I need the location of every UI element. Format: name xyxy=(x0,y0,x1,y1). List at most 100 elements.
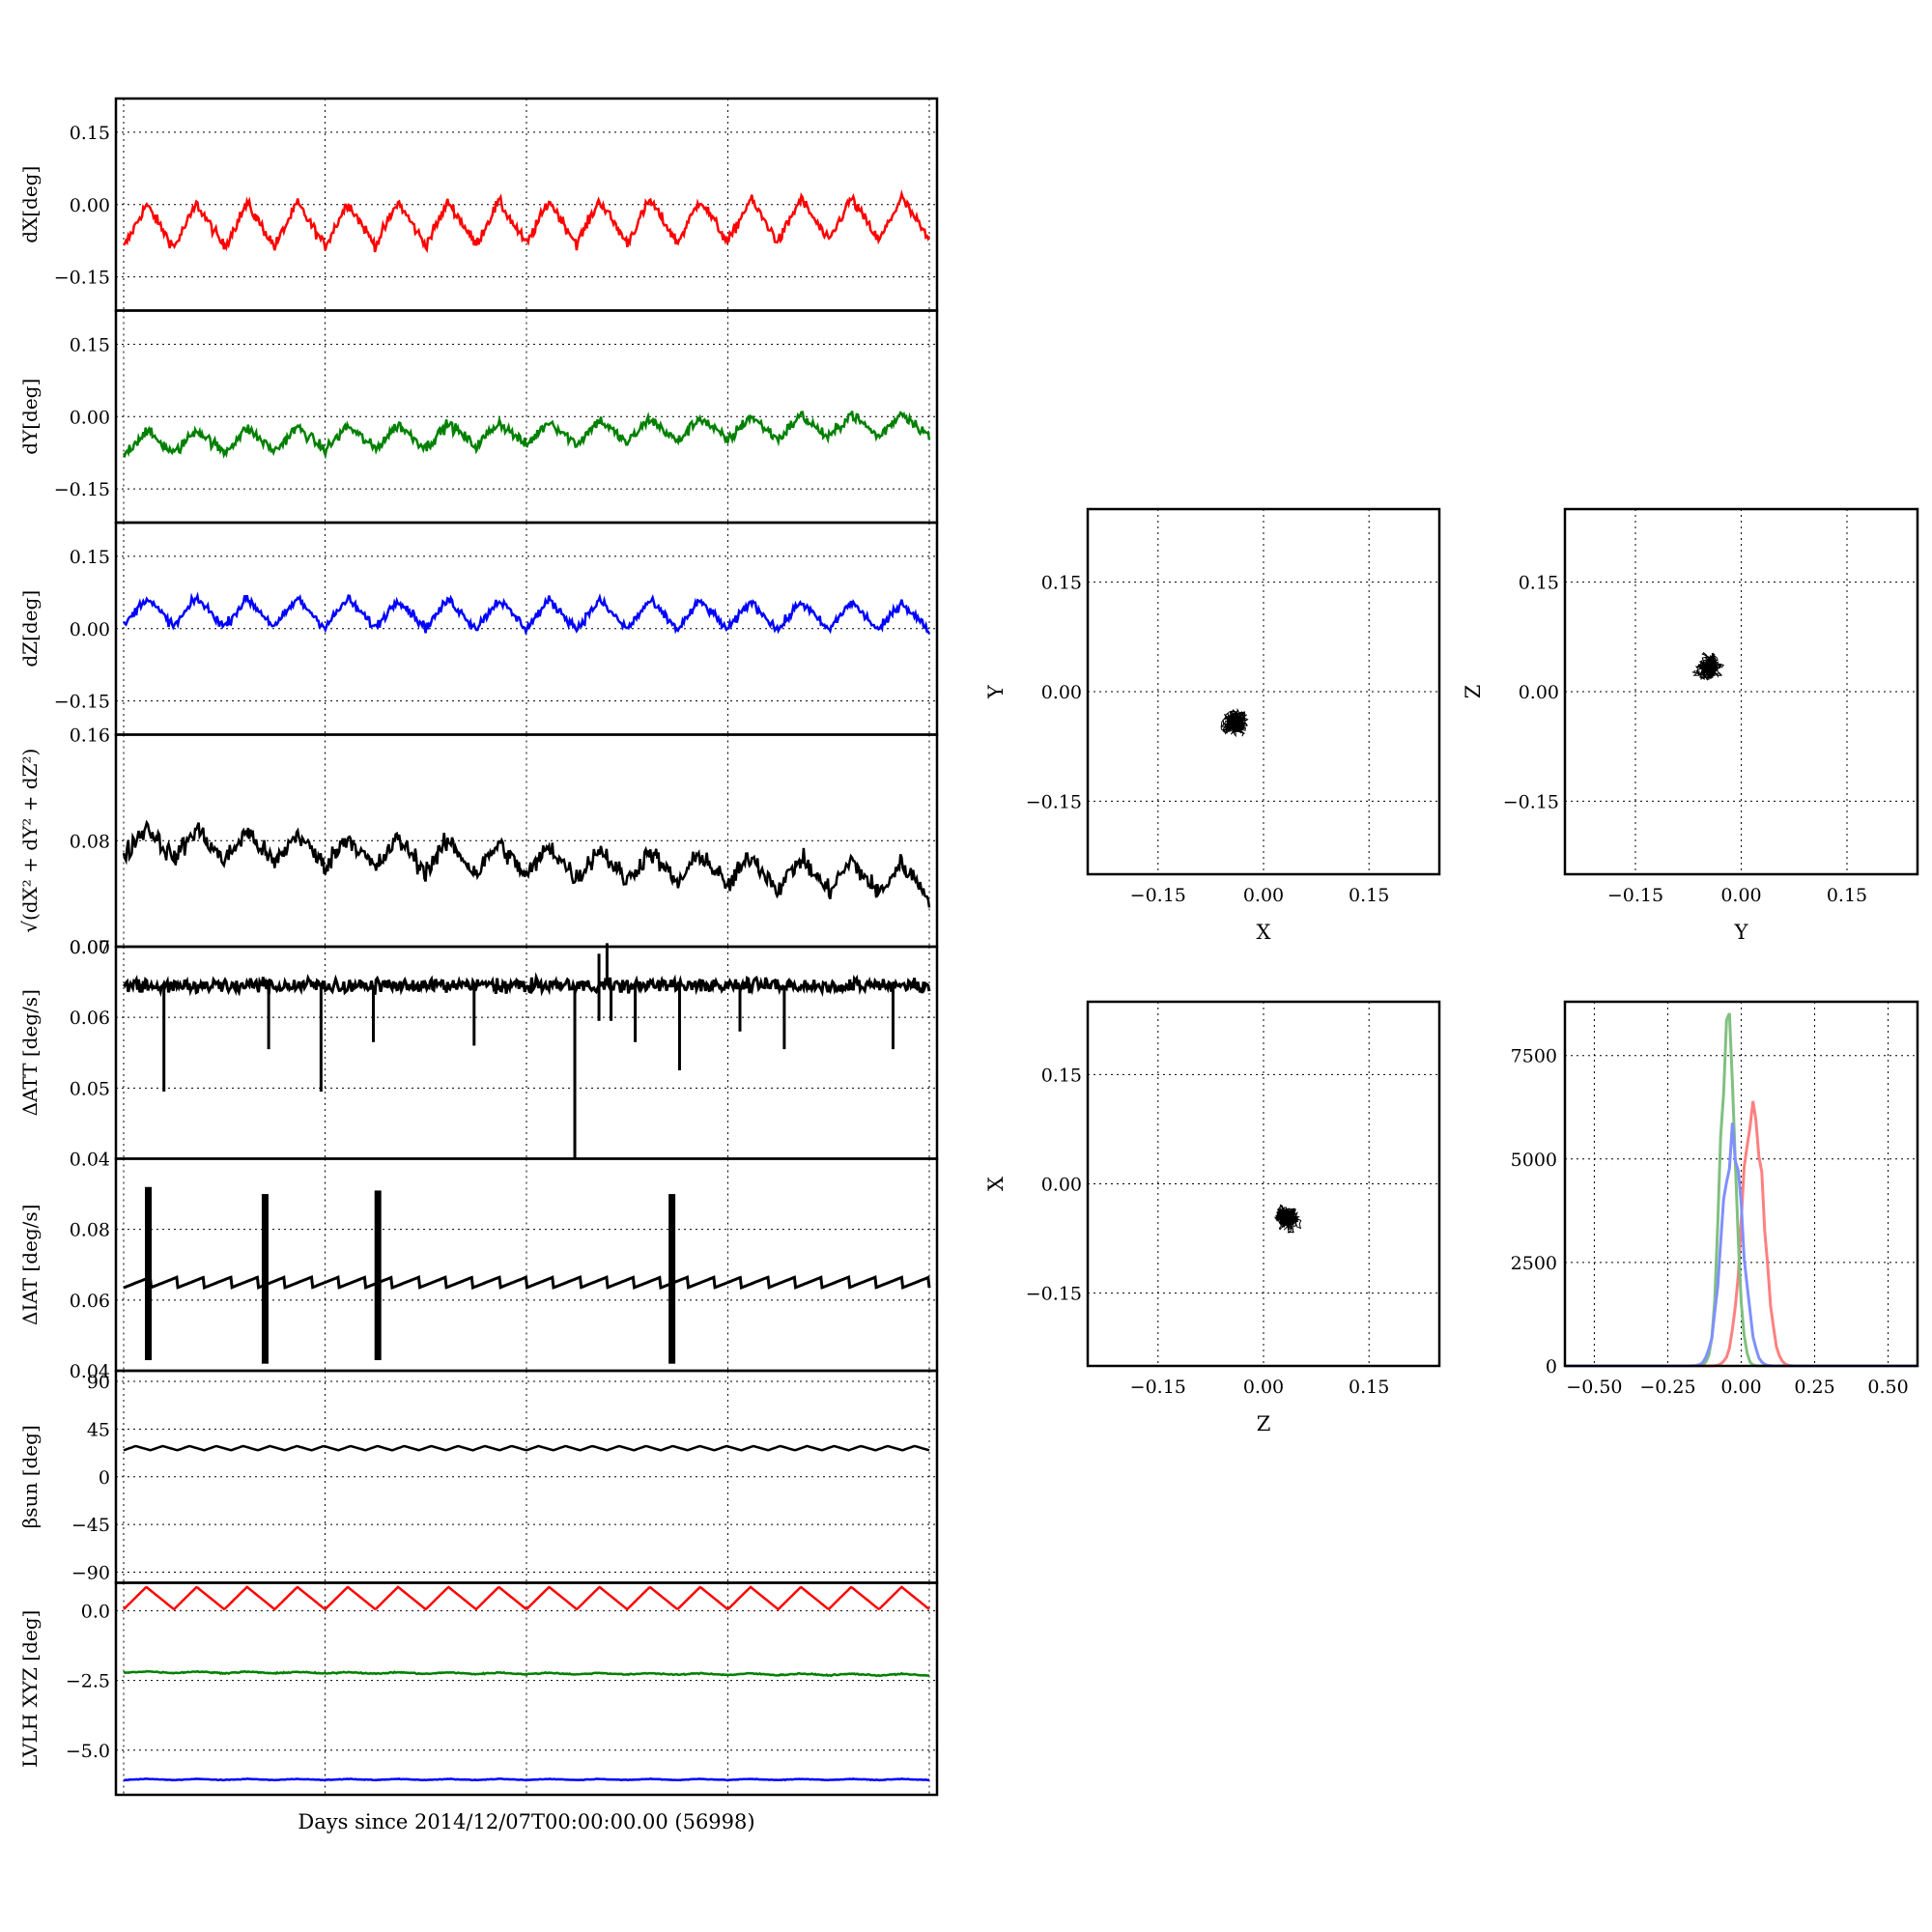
series-line-dZ-0 xyxy=(122,591,931,637)
ytick-label: 0.15 xyxy=(1041,573,1082,594)
ytick-label: 5000 xyxy=(1511,1150,1557,1171)
panel-scatZX: −0.15 −0.15 0.00 0.00 0.15 0.15 Z X xyxy=(984,1000,1441,1435)
ylabel-scatYZ: Z xyxy=(1462,685,1485,699)
ytick-label: −0.15 xyxy=(54,479,110,500)
xtick-label: −0.25 xyxy=(1639,1377,1695,1398)
xtick-label: 0.15 xyxy=(1827,885,1867,906)
ytick-label: 0.08 xyxy=(70,831,110,852)
ytick-label: 0.00 xyxy=(70,619,110,640)
ylabel-dATT: ΔATT [deg/s] xyxy=(18,989,42,1116)
panel-frame xyxy=(1563,507,1919,876)
ytick-label: −2.5 xyxy=(66,1671,110,1692)
panel-dATT: 0.04 0.05 0.06 0.07 ΔATT [deg/s] xyxy=(18,937,939,1171)
ytick-label: 0.16 xyxy=(70,725,110,747)
xtick-label: −0.50 xyxy=(1566,1377,1622,1398)
series-line-dIAT-0 xyxy=(123,1274,931,1291)
ytick-label: 45 xyxy=(87,1419,110,1440)
ytick-label: 0.15 xyxy=(1519,573,1559,594)
xlabel-scatYZ: Y xyxy=(1734,921,1749,944)
ytick-label: 0.07 xyxy=(70,937,110,958)
xlabel-scatZX: Z xyxy=(1257,1412,1271,1435)
ylabel-dX: dX[deg] xyxy=(18,166,42,243)
ylabel-beta: βsun [deg] xyxy=(18,1425,42,1528)
ytick-label: −5.0 xyxy=(66,1741,110,1762)
ytick-label: 0.00 xyxy=(1041,1175,1082,1196)
ytick-label: 90 xyxy=(87,1372,110,1393)
figure-panels: −0.150.000.15dX[deg]−0.150.000.15dY[deg]… xyxy=(18,97,1919,1797)
panel-dZ: −0.15 0.00 0.15 dZ[deg] xyxy=(18,521,939,736)
series-line-dATT-0 xyxy=(122,972,931,998)
ytick-label: 0.04 xyxy=(70,1361,110,1382)
xlabel-scatXY: X xyxy=(1257,921,1271,944)
xtick-label: −0.15 xyxy=(1130,1377,1186,1398)
xtick-label: 0.00 xyxy=(1720,885,1761,906)
panel-dR: 0.00 0.08 0.16 √(dX² + dY² + dZ²) xyxy=(18,725,939,958)
panel-beta: −90 −45 0 45 90 βsun [deg] xyxy=(18,1369,939,1584)
xtick-label: 0.15 xyxy=(1349,1377,1389,1398)
ylabel-dIAT: ΔIAT [deg/s] xyxy=(18,1205,42,1325)
ytick-label: −90 xyxy=(71,1563,110,1584)
ytick-label: 0.08 xyxy=(70,1220,110,1241)
panel-scatXY: −0.15 −0.15 0.00 0.00 0.15 0.15 X Y xyxy=(984,507,1441,944)
panel-hist: −0.50 −0.25 0.00 0.25 0.50 0 2500 5000 7500 xyxy=(1511,1000,1919,1398)
ytick-label: −45 xyxy=(71,1515,110,1536)
ytick-label: 0 xyxy=(99,1467,110,1489)
series-line-lvlh-2 xyxy=(123,1776,930,1782)
ytick-label: 0.00 xyxy=(1041,682,1082,703)
panel-scatYZ: −0.15 −0.15 0.00 0.00 0.15 0.15 Y Z xyxy=(1462,507,1919,944)
ylabel-scatXY: Y xyxy=(984,684,1008,699)
xtick-label: 0.00 xyxy=(1720,1377,1761,1398)
panel-lvlh: −5.0 −2.5 0.0 LVLH XYZ [deg] xyxy=(18,1581,939,1797)
xtick-label: 0.25 xyxy=(1794,1377,1834,1398)
ytick-label: 0.00 xyxy=(70,407,110,428)
xtick-label: 0.00 xyxy=(1243,885,1284,906)
series-line-lvlh-0 xyxy=(123,1585,930,1611)
ytick-label: 0.15 xyxy=(70,123,110,144)
ylabel-dR: √(dX² + dY² + dZ²) xyxy=(18,749,42,933)
panel-dIAT: 0.04 0.06 0.08 ΔIAT [deg/s] xyxy=(18,1157,939,1382)
ytick-label: 7500 xyxy=(1511,1046,1557,1067)
ytick-label: 0.00 xyxy=(70,195,110,216)
panel-frame xyxy=(1086,507,1441,876)
ytick-label: 0.15 xyxy=(70,547,110,568)
ylabel-lvlh: LVLH XYZ [deg] xyxy=(18,1610,42,1768)
series-line-dR-0 xyxy=(122,819,931,908)
series-line-dX-0 xyxy=(123,189,931,253)
scatter-trace-scatZX xyxy=(1273,1204,1302,1234)
ytick-label: 0.0 xyxy=(81,1601,110,1622)
ytick-label: −0.15 xyxy=(54,268,110,289)
ytick-label: 0.06 xyxy=(70,1291,110,1312)
ytick-label: 0.00 xyxy=(1519,682,1559,703)
ytick-label: −0.15 xyxy=(1026,1284,1082,1305)
ytick-label: 0.06 xyxy=(70,1008,110,1029)
ylabel-dZ: dZ[deg] xyxy=(18,590,42,668)
burst-mark xyxy=(374,1190,382,1361)
panel-frame xyxy=(114,1581,939,1797)
panel-frame xyxy=(1086,1000,1441,1368)
ytick-label: −0.15 xyxy=(1503,791,1559,812)
ylabel-scatZX: X xyxy=(984,1177,1008,1191)
burst-mark xyxy=(145,1186,153,1361)
xtick-label: 0.15 xyxy=(1349,885,1389,906)
xtick-label: −0.15 xyxy=(1130,885,1186,906)
ytick-label: 0 xyxy=(1546,1356,1557,1378)
xtick-label: −0.15 xyxy=(1607,885,1663,906)
ytick-label: 2500 xyxy=(1511,1253,1557,1274)
ytick-label: 0.15 xyxy=(70,334,110,355)
shared-xlabel: Days since 2014/12/07T00:00:00.00 (56998… xyxy=(298,1810,754,1833)
ytick-label: −0.15 xyxy=(54,692,110,713)
panel-frame xyxy=(1563,1000,1919,1368)
ytick-label: 0.15 xyxy=(1041,1065,1082,1086)
burst-mark xyxy=(261,1194,269,1364)
ytick-label: 0.00 xyxy=(70,937,110,958)
ytick-label: −0.15 xyxy=(1026,791,1082,812)
series-line-dY-0 xyxy=(122,411,931,460)
ylabel-dY: dY[deg] xyxy=(18,379,42,455)
panel-dX: −0.15 0.00 0.15 dX[deg] xyxy=(18,97,939,312)
ytick-label: 0.04 xyxy=(70,1150,110,1171)
ytick-label: 0.05 xyxy=(70,1078,110,1099)
series-line-lvlh-1 xyxy=(123,1669,930,1678)
xtick-label: 0.50 xyxy=(1867,1377,1908,1398)
scatter-trace-scatYZ xyxy=(1691,651,1725,681)
